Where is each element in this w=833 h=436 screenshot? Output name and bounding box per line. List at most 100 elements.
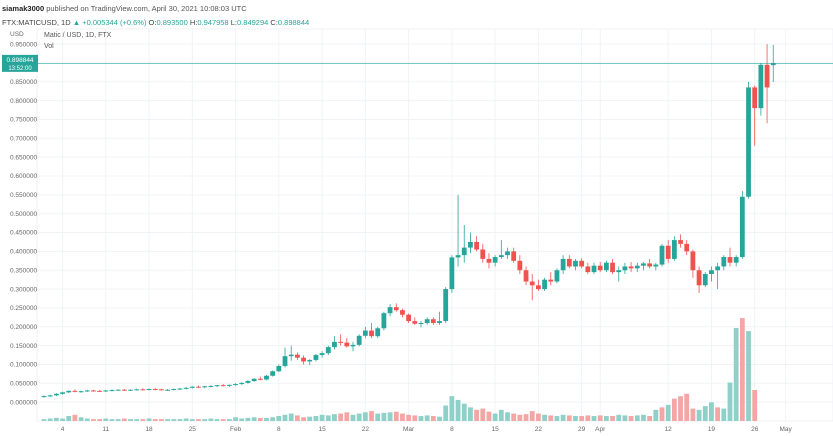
candle-body xyxy=(591,265,597,273)
candle-body xyxy=(641,263,646,266)
candle-body xyxy=(702,274,708,286)
candle-body xyxy=(764,64,770,88)
open-label: O: xyxy=(148,18,157,27)
volume-bar xyxy=(752,390,758,421)
x-tick-label: 15 xyxy=(318,426,326,433)
volume-bar xyxy=(134,419,140,421)
volume-bar xyxy=(443,405,449,421)
grid-lines xyxy=(37,29,833,421)
volume-bar xyxy=(739,318,745,421)
volume-bar xyxy=(424,415,430,421)
volume-bar xyxy=(332,414,337,421)
volume-bar xyxy=(684,393,690,421)
candle-body xyxy=(41,396,47,398)
candle-body xyxy=(208,385,214,387)
candle-body xyxy=(301,357,306,362)
y-axis[interactable]: 0.9500000.9000000.8500000.8000000.750000… xyxy=(10,41,37,406)
volume-bar xyxy=(60,418,65,421)
candle-body xyxy=(492,257,498,263)
volume-bar xyxy=(591,416,597,421)
y-tick-label: 0.750000 xyxy=(10,117,37,124)
volume-bar xyxy=(746,331,751,421)
x-tick-label: 19 xyxy=(708,426,716,433)
candle-body xyxy=(696,270,702,286)
candle-body xyxy=(659,245,665,265)
close-label: C: xyxy=(270,18,278,27)
volume-bar xyxy=(233,417,238,421)
volume-bar xyxy=(227,419,232,421)
candle-body xyxy=(47,395,53,397)
volume-bar xyxy=(437,416,442,421)
volume-bar xyxy=(665,404,671,421)
candle-body xyxy=(381,313,387,329)
volume-bar xyxy=(66,416,72,421)
candle-body xyxy=(400,310,405,315)
volume-bar xyxy=(721,408,727,421)
volume-bar xyxy=(498,409,504,421)
candle-body xyxy=(276,365,282,372)
high-label: H: xyxy=(189,18,198,27)
volume-bar xyxy=(128,419,133,421)
volume-bar xyxy=(152,419,158,421)
volume-bar xyxy=(251,417,257,421)
volume-bar xyxy=(709,402,714,421)
volume-bar xyxy=(536,413,541,421)
candle-body xyxy=(634,265,640,269)
volume-bar xyxy=(579,416,585,421)
candle-body xyxy=(78,391,84,393)
x-tick-label: 8 xyxy=(277,426,281,433)
y-tick-label: 0.000000 xyxy=(10,399,37,406)
y-tick-label: 0.600000 xyxy=(10,173,37,180)
candle-body xyxy=(727,257,733,263)
volume-bar xyxy=(369,411,374,421)
volume-bar xyxy=(245,417,251,421)
y-tick-label: 0.100000 xyxy=(10,362,37,369)
candle-body xyxy=(387,307,393,314)
candle-body xyxy=(542,279,547,290)
candle-body xyxy=(406,314,412,322)
volume-bar xyxy=(276,416,282,421)
y-tick-label: 0.050000 xyxy=(10,381,37,388)
x-tick-label: 22 xyxy=(535,426,543,433)
plot-area[interactable] xyxy=(36,28,833,422)
x-tick-label: 8 xyxy=(450,426,454,433)
y-tick-label: 0.950000 xyxy=(10,41,37,48)
volume-bar xyxy=(387,412,393,421)
y-axis-unit: USD xyxy=(10,31,24,38)
volume-bar xyxy=(548,415,554,421)
candle-body xyxy=(455,255,461,258)
volume-bar xyxy=(264,417,269,421)
volume-bar xyxy=(91,419,96,421)
volume-bar xyxy=(282,414,288,421)
candle-body xyxy=(196,386,201,388)
candle-body xyxy=(443,289,449,322)
candle-body xyxy=(566,258,572,267)
candle-body xyxy=(715,266,721,271)
volume-bar xyxy=(313,416,319,421)
candle-body xyxy=(671,240,677,259)
candle-body xyxy=(746,87,751,197)
candle-body xyxy=(548,279,554,282)
candle-body xyxy=(573,260,578,267)
volume-bar xyxy=(202,419,208,421)
volume-bar xyxy=(159,419,164,421)
volume-bar xyxy=(542,414,547,421)
candle-body xyxy=(220,385,226,387)
candle-body xyxy=(721,257,727,267)
candle-body xyxy=(288,354,294,357)
volume-bar xyxy=(486,411,492,421)
volume-bar xyxy=(406,414,412,421)
candle-body xyxy=(665,245,671,259)
volume-bar xyxy=(165,419,170,421)
candle-body xyxy=(115,389,121,391)
volume-bar xyxy=(171,419,177,421)
volume-bar xyxy=(702,406,708,421)
x-tick-label: 12 xyxy=(665,426,673,433)
y-tick-label: 0.400000 xyxy=(10,249,37,256)
volume-bar xyxy=(461,403,467,421)
x-axis[interactable]: 4 11 18 25 Feb 8 15 22 Mar 8 15 22 29 Apr 12 19 26 May xyxy=(61,426,793,433)
open-value: 0.893500 xyxy=(156,18,188,27)
symbol-name: FTX:MATICUSD, 1D xyxy=(2,18,71,27)
x-tick-label: 25 xyxy=(189,426,197,433)
